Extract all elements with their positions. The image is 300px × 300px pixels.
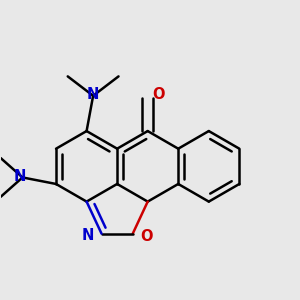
Text: O: O [140, 229, 153, 244]
Text: O: O [152, 87, 164, 102]
Text: N: N [87, 87, 99, 102]
Text: N: N [14, 169, 26, 184]
Text: N: N [82, 228, 94, 243]
